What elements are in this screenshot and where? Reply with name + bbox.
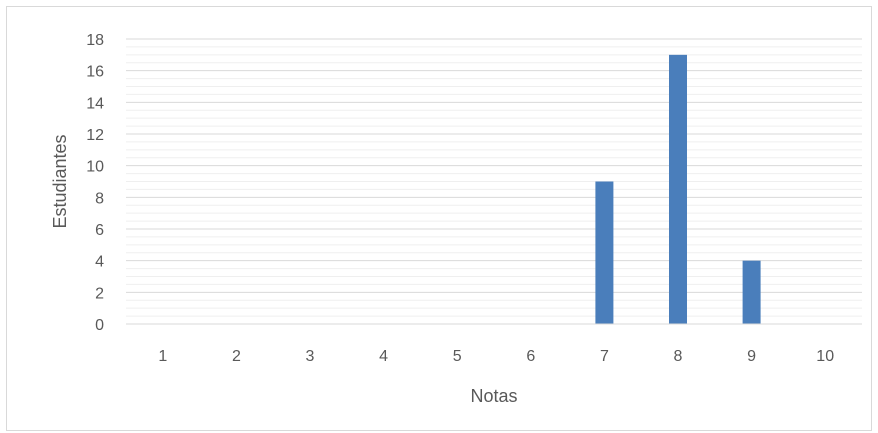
y-tick-label: 16: [86, 64, 104, 81]
x-tick-label: 4: [379, 348, 388, 365]
y-tick-label: 6: [95, 222, 104, 239]
y-tick-label: 14: [86, 95, 104, 112]
x-tick-label: 8: [674, 348, 683, 365]
x-tick-label: 9: [747, 348, 756, 365]
y-tick-label: 8: [95, 190, 104, 207]
x-tick-label: 10: [816, 348, 834, 365]
y-tick-label: 18: [86, 32, 104, 49]
x-tick-label: 3: [306, 348, 315, 365]
y-tick-label: 4: [95, 254, 104, 271]
x-tick-label: 1: [158, 348, 167, 365]
y-axis-title: Estudiantes: [50, 134, 70, 228]
bars: [595, 54, 761, 324]
x-tick-label: 6: [526, 348, 535, 365]
y-tick-label: 12: [86, 127, 104, 144]
x-axis-title: Notas: [470, 386, 517, 406]
y-tick-label: 0: [95, 317, 104, 334]
x-tick-label: 5: [453, 348, 462, 365]
x-tick-label: 7: [600, 348, 609, 365]
y-tick-label: 10: [86, 159, 104, 176]
bar-9: [742, 260, 761, 324]
bar-7: [595, 181, 614, 324]
gridlines: [126, 38, 862, 317]
y-tick-labels: 0 2 4 6 8 10 12 14 16 18: [86, 32, 104, 334]
bar-8: [669, 54, 687, 324]
chart-frame: [6, 6, 872, 431]
x-tick-label: 2: [232, 348, 241, 365]
x-tick-labels: 1 2 3 4 5 6 7 8 9 10: [158, 348, 834, 365]
y-tick-label: 2: [95, 285, 104, 302]
